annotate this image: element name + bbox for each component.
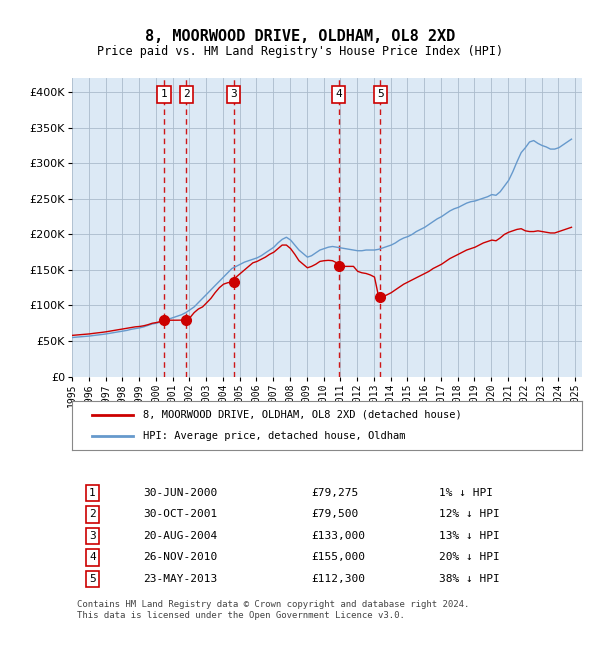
Text: 4: 4	[335, 90, 342, 99]
Text: 5: 5	[89, 574, 96, 584]
Text: 1: 1	[161, 90, 167, 99]
Text: 1: 1	[89, 488, 96, 498]
Text: 5: 5	[377, 90, 384, 99]
Text: 20% ↓ HPI: 20% ↓ HPI	[439, 552, 500, 562]
Text: 38% ↓ HPI: 38% ↓ HPI	[439, 574, 500, 584]
Text: 23-MAY-2013: 23-MAY-2013	[143, 574, 218, 584]
Text: 2: 2	[183, 90, 190, 99]
Text: 4: 4	[89, 552, 96, 562]
Text: 3: 3	[89, 531, 96, 541]
Text: 30-OCT-2001: 30-OCT-2001	[143, 510, 218, 519]
Text: £79,500: £79,500	[312, 510, 359, 519]
Text: 20-AUG-2004: 20-AUG-2004	[143, 531, 218, 541]
Text: £155,000: £155,000	[312, 552, 366, 562]
Text: £133,000: £133,000	[312, 531, 366, 541]
Text: £112,300: £112,300	[312, 574, 366, 584]
Text: 1% ↓ HPI: 1% ↓ HPI	[439, 488, 493, 498]
Text: 2: 2	[89, 510, 96, 519]
Text: £79,275: £79,275	[312, 488, 359, 498]
Text: 13% ↓ HPI: 13% ↓ HPI	[439, 531, 500, 541]
Text: 3: 3	[230, 90, 237, 99]
Text: HPI: Average price, detached house, Oldham: HPI: Average price, detached house, Oldh…	[143, 432, 406, 441]
Text: 30-JUN-2000: 30-JUN-2000	[143, 488, 218, 498]
Text: 8, MOORWOOD DRIVE, OLDHAM, OL8 2XD (detached house): 8, MOORWOOD DRIVE, OLDHAM, OL8 2XD (deta…	[143, 410, 462, 420]
Text: 26-NOV-2010: 26-NOV-2010	[143, 552, 218, 562]
Text: Price paid vs. HM Land Registry's House Price Index (HPI): Price paid vs. HM Land Registry's House …	[97, 46, 503, 58]
Text: Contains HM Land Registry data © Crown copyright and database right 2024.
This d: Contains HM Land Registry data © Crown c…	[77, 600, 469, 619]
Text: 12% ↓ HPI: 12% ↓ HPI	[439, 510, 500, 519]
Text: 8, MOORWOOD DRIVE, OLDHAM, OL8 2XD: 8, MOORWOOD DRIVE, OLDHAM, OL8 2XD	[145, 29, 455, 44]
